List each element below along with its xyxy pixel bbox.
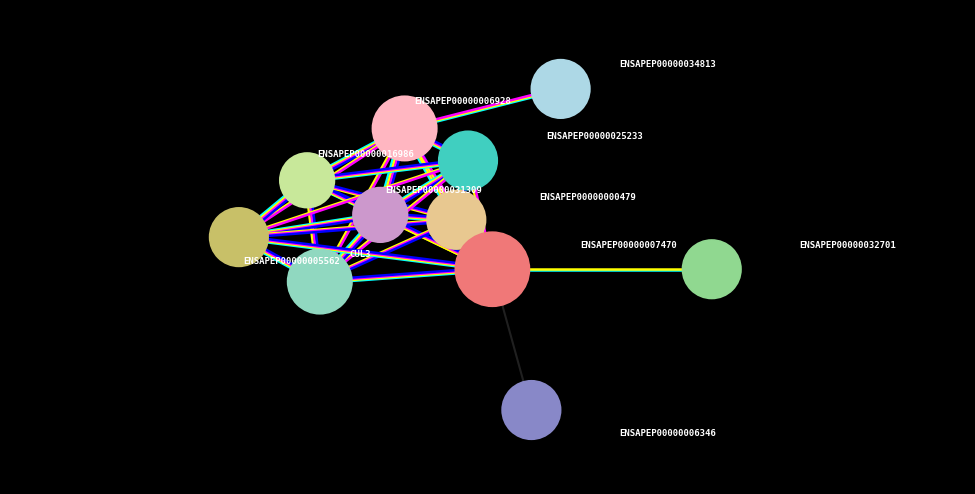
Text: ENSAPEP00000006346: ENSAPEP00000006346 <box>619 429 716 438</box>
Ellipse shape <box>288 249 352 314</box>
Text: ENSAPEP00000032701: ENSAPEP00000032701 <box>800 241 896 250</box>
Text: ENSAPEP00000000479: ENSAPEP00000000479 <box>539 193 636 202</box>
Text: ENSAPEP00000016986: ENSAPEP00000016986 <box>317 150 413 159</box>
Ellipse shape <box>439 131 497 190</box>
Ellipse shape <box>210 208 268 266</box>
Ellipse shape <box>682 240 741 298</box>
Ellipse shape <box>427 191 486 249</box>
Text: ENSAPEP00000006928: ENSAPEP00000006928 <box>414 97 511 106</box>
Text: ENSAPEP00000025233: ENSAPEP00000025233 <box>546 132 643 141</box>
Text: ENSAPEP00000007470: ENSAPEP00000007470 <box>580 241 677 250</box>
Text: CUL3: CUL3 <box>349 250 371 259</box>
Ellipse shape <box>455 232 529 306</box>
Ellipse shape <box>353 188 408 242</box>
Ellipse shape <box>531 60 590 118</box>
Ellipse shape <box>280 153 334 207</box>
Text: ENSAPEP00000034813: ENSAPEP00000034813 <box>619 60 716 69</box>
Ellipse shape <box>372 96 437 161</box>
Text: ENSAPEP00000031309: ENSAPEP00000031309 <box>385 186 482 195</box>
Ellipse shape <box>502 381 561 439</box>
Text: ENSAPEP00000005562: ENSAPEP00000005562 <box>244 257 340 266</box>
